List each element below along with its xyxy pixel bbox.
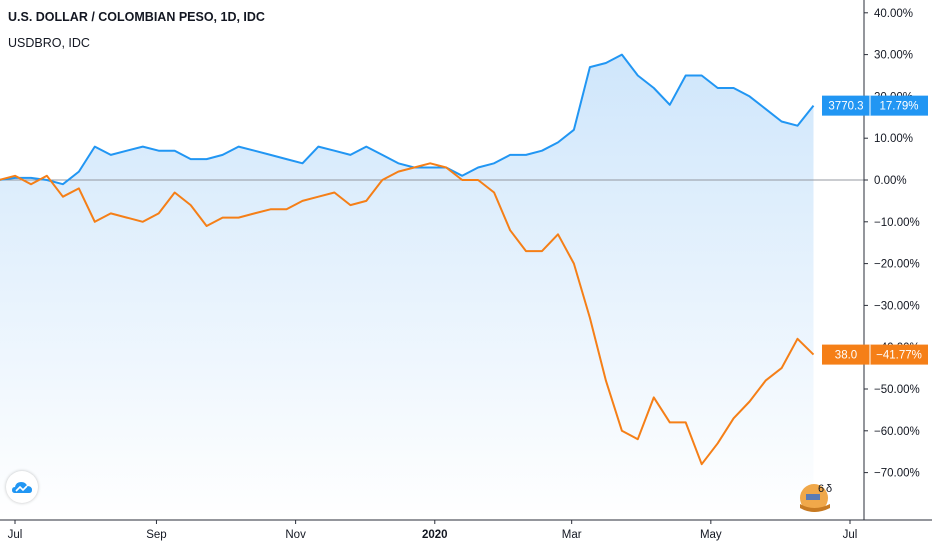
badge-percent-box	[870, 95, 928, 116]
price-badge-usdbro: 38.0 −41.77%	[822, 344, 928, 365]
area-fill-usd-cop	[0, 54, 814, 520]
y-tick-label: 30.00%	[874, 50, 913, 62]
y-tick-label: −50.00%	[874, 384, 920, 396]
y-tick-label: −20.00%	[874, 259, 920, 271]
tradingview-cloud-icon[interactable]	[6, 471, 38, 503]
badge-value-text: 38.0	[835, 350, 857, 362]
svg-text:δ: δ	[826, 483, 832, 495]
y-tick-label: 10.00%	[874, 133, 913, 145]
x-tick-label: Sep	[146, 529, 166, 541]
series-line-usd-cop[interactable]	[0, 53, 815, 186]
badge-value-box	[822, 95, 870, 116]
badge-percent-text: −41.77%	[876, 350, 922, 362]
x-tick-label: Mar	[562, 529, 582, 541]
badge-value-text: 3770.3	[828, 101, 863, 113]
y-tick-label: −70.00%	[874, 468, 920, 480]
price-badge-usd-cop: 3770.3 17.79%	[822, 95, 928, 116]
series-line-usdbro[interactable]	[0, 162, 815, 466]
x-tick-label: Jul	[843, 529, 858, 541]
badge-value-box	[822, 344, 870, 365]
badge-percent-box	[870, 344, 928, 365]
svg-text:6: 6	[818, 483, 824, 495]
house-flag-icon: 6 δ	[800, 483, 832, 512]
x-tick-label: May	[700, 529, 722, 541]
chart-subtitle: USDBRO, IDC	[8, 36, 90, 50]
y-tick-label: −60.00%	[874, 426, 920, 438]
x-tick-label: Nov	[285, 529, 306, 541]
y-tick-label: −30.00%	[874, 300, 920, 312]
x-tick-label: Jul	[8, 529, 23, 541]
y-tick-label: −10.00%	[874, 217, 920, 229]
y-tick-label: 40.00%	[874, 8, 913, 20]
badge-percent-text: 17.79%	[879, 101, 918, 113]
chart-title: U.S. DOLLAR / COLOMBIAN PESO, 1D, IDC	[8, 10, 265, 24]
x-tick-label: 2020	[422, 529, 448, 541]
y-tick-label: 0.00%	[874, 175, 907, 187]
